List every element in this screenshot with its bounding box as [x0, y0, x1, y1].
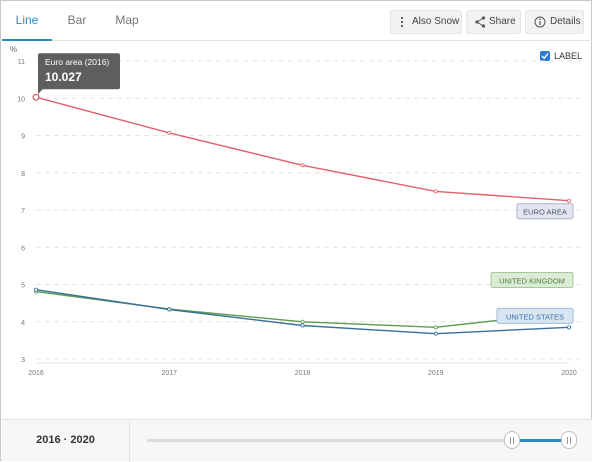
data-point: [167, 307, 172, 312]
y-tick-label: 4: [21, 320, 25, 327]
range-slider-fill: [512, 439, 569, 442]
series-label: UNITED STATES: [506, 312, 564, 321]
data-point: [300, 163, 305, 168]
x-tick-label: 2019: [428, 370, 444, 377]
view-tabs: Line Bar Map Also Snow Share Details: [2, 2, 592, 41]
x-tick-label: 2017: [161, 370, 177, 377]
data-point: [567, 325, 572, 330]
range-label: 2016 · 2020: [2, 420, 130, 462]
also-show-label: Also Snow: [412, 16, 460, 27]
checkmark-icon: [541, 53, 549, 60]
tooltip-box: [38, 53, 120, 90]
tooltip-value: 10.027: [45, 70, 82, 84]
data-point: [433, 325, 438, 330]
data-point: [34, 287, 39, 292]
label-toggle-text: LABEL: [554, 51, 583, 61]
info-icon: [534, 16, 546, 28]
y-tick-label: 11: [18, 59, 25, 66]
share-icon: [475, 16, 486, 28]
data-point: [433, 189, 438, 194]
tab-map[interactable]: Map: [115, 13, 139, 27]
y-tick-label: 10: [17, 96, 25, 103]
data-point: [300, 319, 305, 324]
share-label: Share: [489, 16, 516, 27]
details-button[interactable]: Details: [525, 10, 584, 34]
x-tick-label: 2020: [561, 370, 577, 377]
series-label-box: [490, 271, 574, 288]
x-tick-label: 2016: [28, 370, 44, 377]
highlighted-point: [32, 93, 40, 101]
y-tick-label: 3: [21, 357, 25, 364]
range-end-handle[interactable]: [561, 431, 577, 449]
y-tick-label: 5: [21, 283, 25, 290]
time-range-bar: 2016 · 2020: [2, 419, 592, 462]
tooltip-pointer: [38, 85, 46, 95]
data-point: [300, 323, 305, 328]
x-tick-label: 2018: [295, 370, 311, 377]
series-line: [35, 96, 570, 202]
y-tick-label: 6: [21, 245, 25, 252]
series-label-box: [516, 203, 574, 220]
label-checkbox[interactable]: [540, 51, 550, 61]
y-tick-label: 8: [21, 171, 25, 178]
tooltip-title: Euro area (2016): [45, 57, 109, 67]
data-point: [433, 331, 438, 336]
line-chart: % 3 4 5 6 7 8 9 10 11 2016 2017 2018 2019 2020 EURO ARE…: [10, 45, 585, 377]
tab-line[interactable]: Line: [2, 2, 52, 41]
tab-bar[interactable]: Bar: [67, 13, 87, 27]
data-point: [567, 198, 572, 203]
data-point: [167, 130, 172, 135]
also-show-button[interactable]: Also Snow: [390, 10, 462, 34]
y-tick-label: 9: [21, 134, 25, 141]
more-vertical-icon: [400, 16, 404, 28]
range-start-handle[interactable]: [504, 431, 520, 449]
series-label: EURO AREA: [523, 208, 567, 217]
y-tick-label: 7: [21, 208, 25, 215]
series-label-box: [496, 307, 574, 324]
details-label: Details: [550, 16, 581, 27]
y-axis-unit-label: %: [10, 45, 17, 54]
series-label: UNITED KINGDOM: [499, 276, 565, 285]
share-button[interactable]: Share: [466, 10, 521, 34]
range-slider-track[interactable]: [147, 439, 573, 442]
